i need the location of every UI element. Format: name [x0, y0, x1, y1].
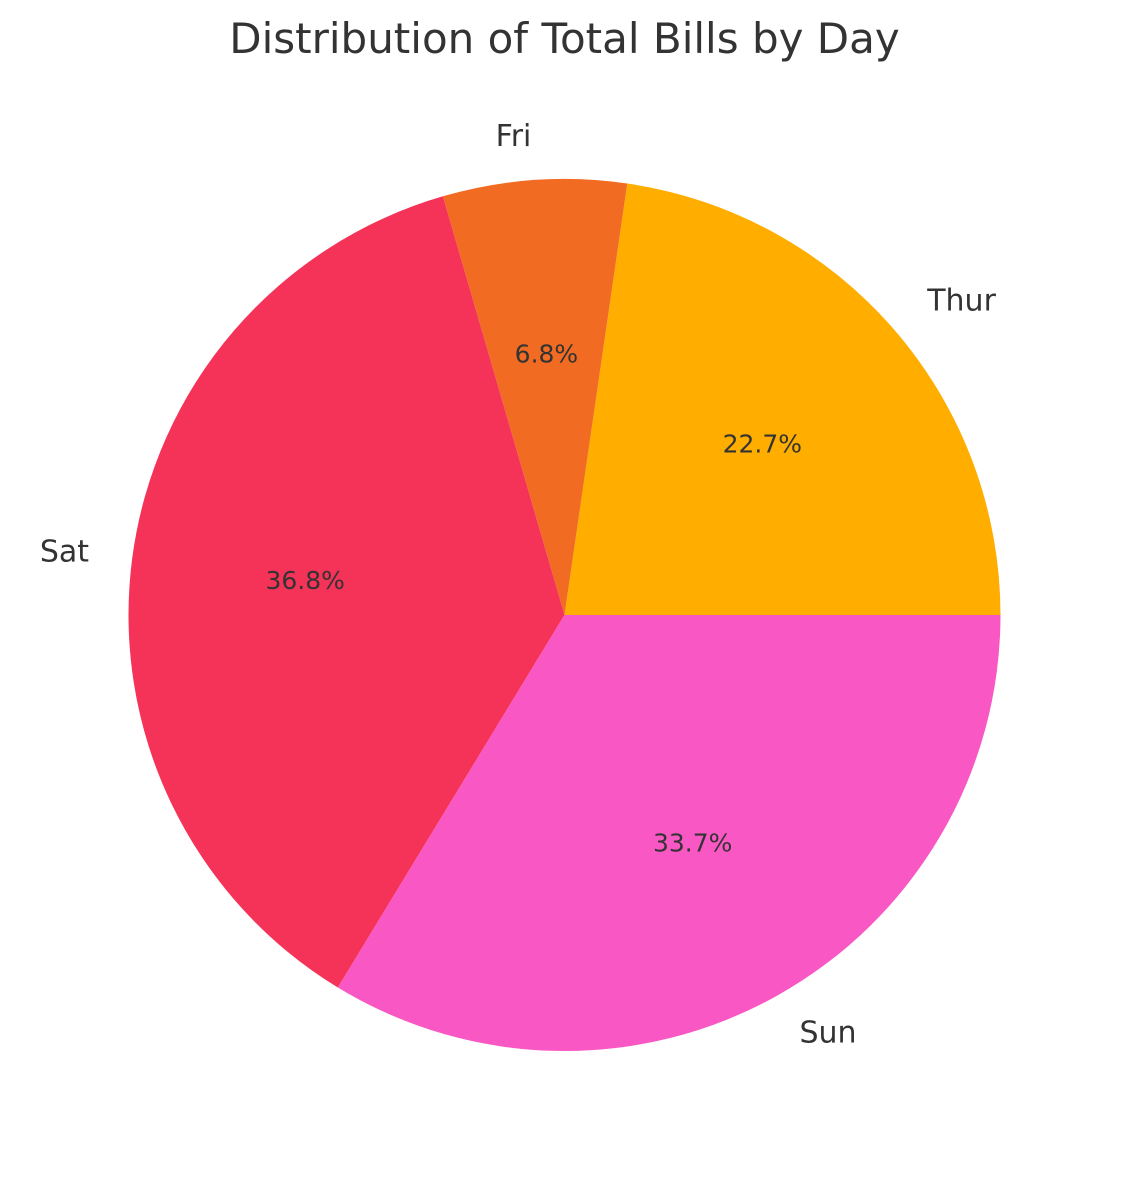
category-label-sat: Sat — [40, 534, 89, 569]
category-label-sun: Sun — [799, 1016, 856, 1051]
pie-slice-fri — [442, 178, 628, 615]
pie-slice-thur — [564, 183, 1001, 616]
pie-slice-sun — [337, 615, 1001, 1051]
category-label-fri: Fri — [496, 119, 532, 154]
pct-label-sat: 36.8% — [265, 566, 344, 595]
pie-slice-sat — [128, 196, 565, 988]
pct-label-sun: 33.7% — [653, 829, 732, 858]
chart-title: Distribution of Total Bills by Day — [229, 14, 900, 63]
pct-label-thur: 22.7% — [723, 429, 802, 458]
category-label-thur: Thur — [926, 284, 996, 319]
pct-label-fri: 6.8% — [515, 340, 579, 369]
